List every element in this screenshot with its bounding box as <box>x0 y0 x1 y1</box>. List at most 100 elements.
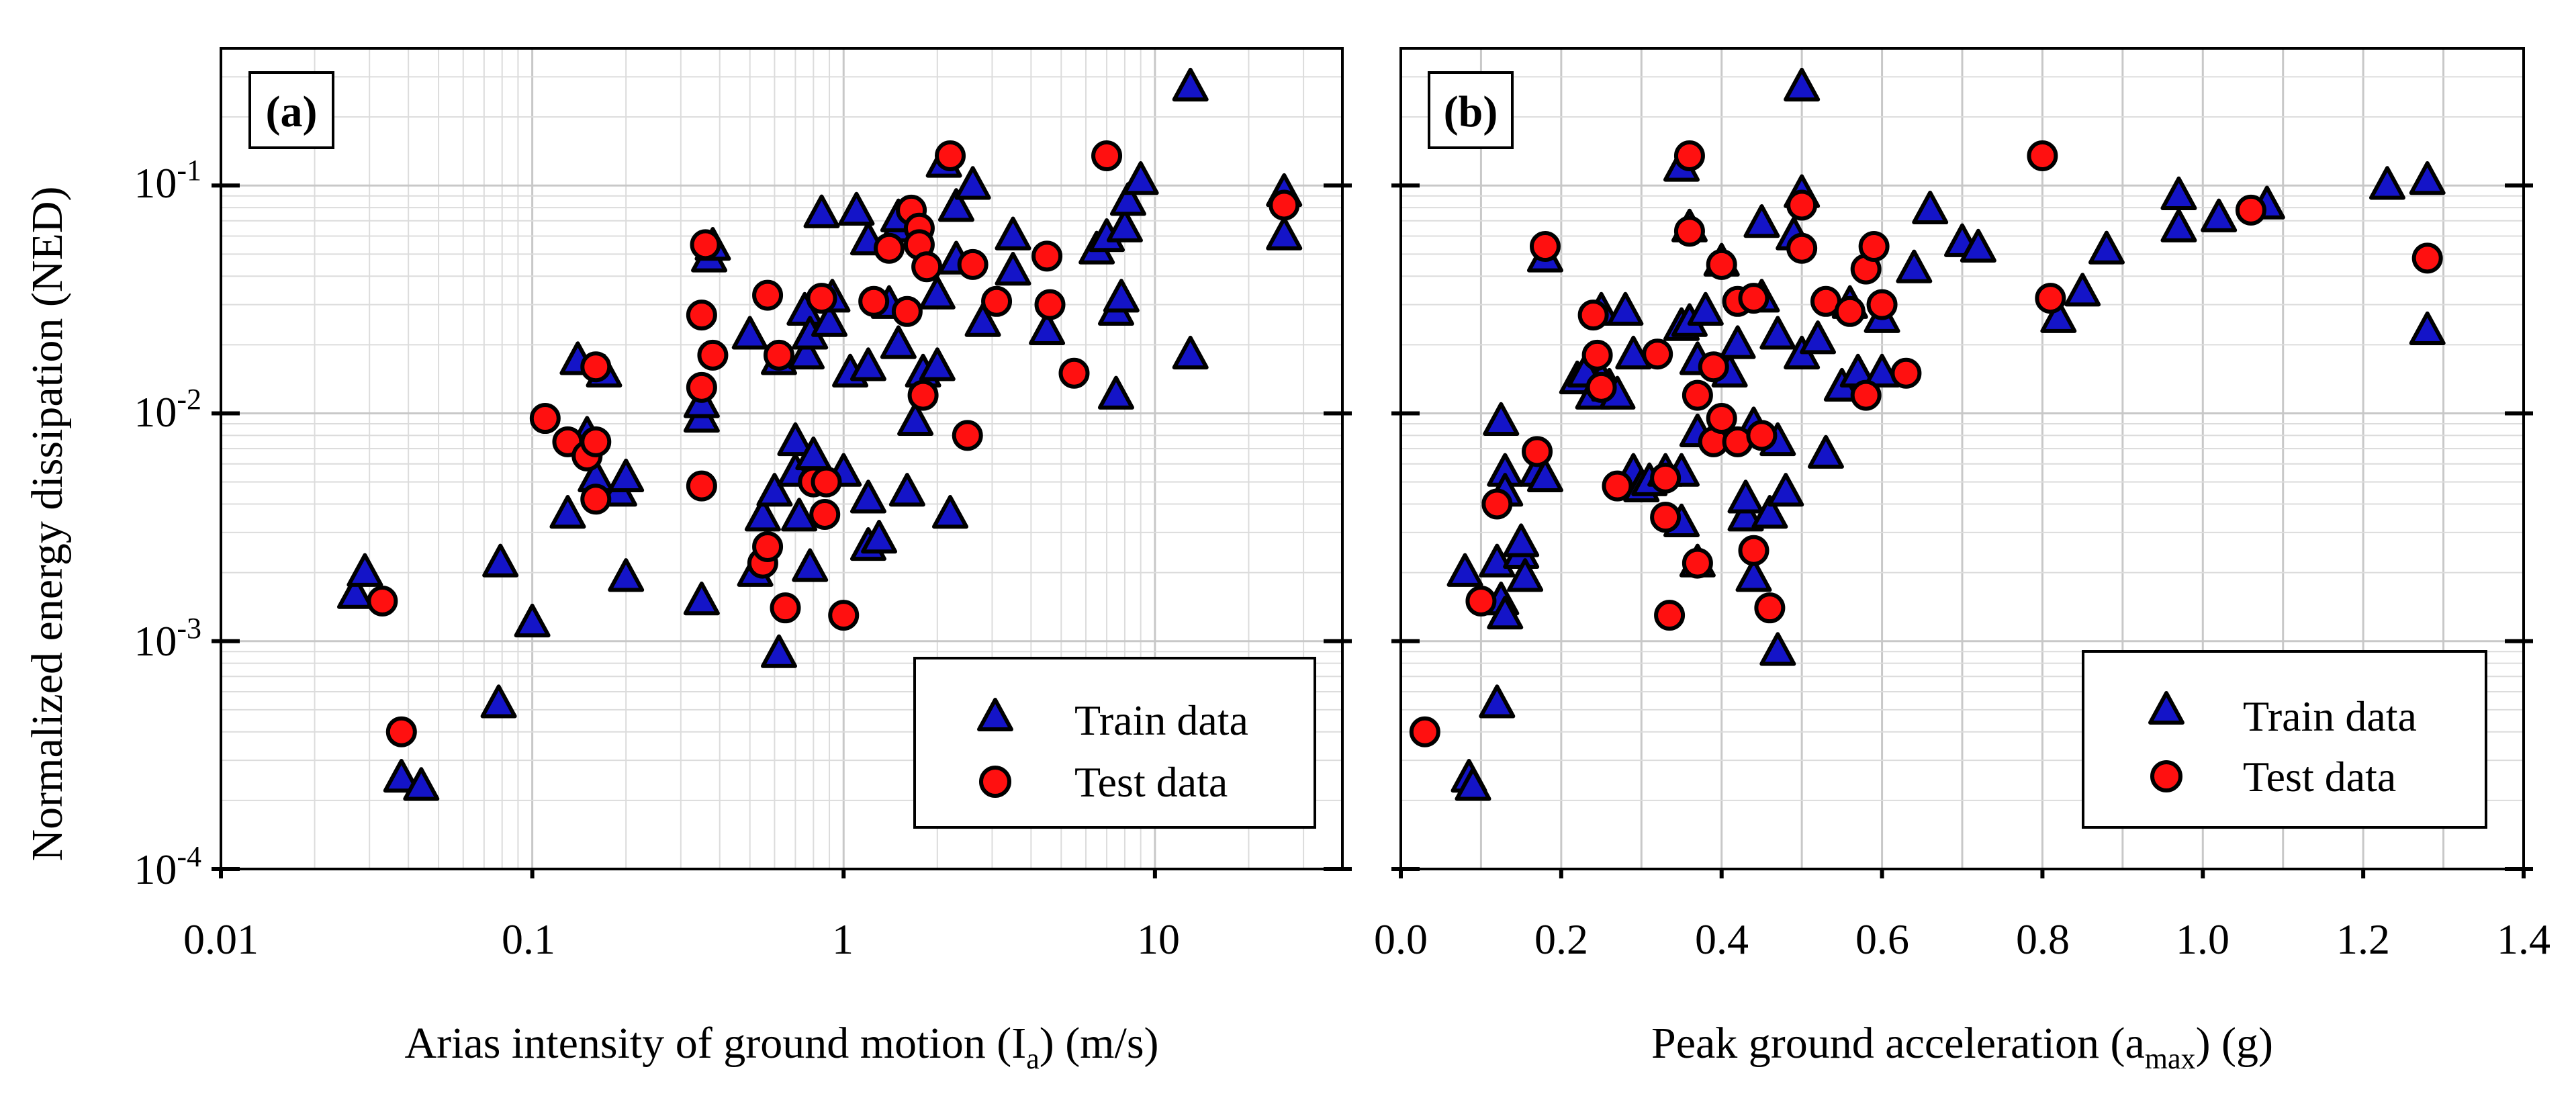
train-point-50 <box>1759 316 1796 350</box>
test-point-26 <box>1754 592 1786 624</box>
test-point-37 <box>2035 283 2066 314</box>
test-point-30 <box>911 251 943 283</box>
ytick-label-1: 10-3 <box>134 612 201 665</box>
test-point-27 <box>1786 189 1818 221</box>
train-point-42 <box>849 479 886 514</box>
test-point-4 <box>1529 231 1561 263</box>
test-point-13 <box>1673 140 1705 172</box>
panel-a-xtick-label-1: 0.1 <box>502 915 555 963</box>
test-point-7 <box>1585 371 1617 403</box>
test-point-7 <box>580 484 612 515</box>
panel-a-xtick-label-2: 1 <box>832 915 854 963</box>
panel-a-label-box <box>248 71 334 149</box>
train-point-2 <box>1446 553 1483 587</box>
test-point-11 <box>690 229 721 261</box>
test-point-34 <box>1866 289 1898 320</box>
panel-b-xtick-label-1: 0.2 <box>1534 915 1588 963</box>
train-point-41 <box>849 347 886 381</box>
panel-a-xtick-label-3: 10 <box>1137 915 1180 963</box>
train-point-52 <box>1759 632 1796 666</box>
train-point-6 <box>1483 402 1520 436</box>
train-point-76 <box>2368 166 2405 200</box>
y-axis-title: Normalized energy dissipation (NED) <box>23 186 72 861</box>
panel-b-xtick-label-2: 0.4 <box>1695 915 1749 963</box>
ytick-label-0: 10-4 <box>134 840 201 893</box>
test-point-39 <box>2411 242 2443 274</box>
test-point-23 <box>1738 283 1769 314</box>
train-point-52 <box>919 347 956 381</box>
train-point-47 <box>1743 204 1780 238</box>
test-point-19 <box>1706 403 1737 435</box>
test-point-32 <box>952 420 983 451</box>
train-point-53 <box>919 275 956 310</box>
train-point-67 <box>1103 279 1140 313</box>
test-point-31 <box>935 140 966 172</box>
test-point-6 <box>580 351 612 383</box>
test-point-0 <box>1409 716 1440 747</box>
train-point-69 <box>1109 182 1146 216</box>
train-point-27 <box>777 422 814 457</box>
panel-b-legend-train-label: Train data <box>2243 692 2417 740</box>
test-point-33 <box>957 248 988 280</box>
test-point-5 <box>580 426 612 457</box>
train-point-68 <box>1106 208 1143 242</box>
test-point-25 <box>891 295 923 327</box>
train-point-53 <box>1767 473 1804 507</box>
test-point-36 <box>2027 140 2058 172</box>
train-point-0 <box>336 575 373 609</box>
train-point-63 <box>1864 353 1900 387</box>
train-point-77 <box>2409 161 2446 195</box>
train-point-49 <box>1751 495 1788 529</box>
train-point-61 <box>995 252 1031 286</box>
train-point-44 <box>861 520 898 554</box>
test-point-12 <box>697 339 729 371</box>
train-point-1 <box>347 553 383 587</box>
train-point-20 <box>731 316 768 350</box>
test-point-11 <box>1650 502 1682 533</box>
train-point-24 <box>1615 335 1652 370</box>
test-point-20 <box>1706 248 1737 280</box>
train-point-71 <box>1172 335 1209 370</box>
train-point-73 <box>1266 216 1303 250</box>
panel-a-frame <box>220 47 1344 870</box>
train-point-43 <box>1727 498 1764 532</box>
train-point-72 <box>1172 67 1209 102</box>
train-point-60 <box>995 216 1031 250</box>
test-point-35 <box>1890 357 1922 389</box>
panel-a: (a) 0.01 0.1 1 10 10-4 10-3 10-2 10-1 Ar… <box>134 47 1352 1075</box>
panel-b-points <box>1409 67 2446 801</box>
train-point-6 <box>514 603 551 638</box>
test-point-28 <box>1786 232 1818 264</box>
test-point-8 <box>1602 470 1633 502</box>
test-point-23 <box>858 285 890 317</box>
ytick-label-3: 10-1 <box>134 154 201 207</box>
train-point-34 <box>803 194 840 228</box>
test-point-38 <box>1091 140 1123 172</box>
train-point-13 <box>608 458 645 493</box>
train-point-49 <box>888 473 925 507</box>
test-point-25 <box>1746 420 1778 451</box>
test-point-15 <box>1682 379 1713 411</box>
train-point-30 <box>788 335 825 370</box>
train-point-58 <box>954 166 991 200</box>
train-point-50 <box>897 402 934 436</box>
test-point-14 <box>1673 216 1705 247</box>
train-point-42 <box>1719 325 1756 359</box>
train-point-46 <box>1735 558 1772 592</box>
train-point-72 <box>2160 208 2197 242</box>
train-point-71 <box>2088 230 2125 265</box>
train-point-70 <box>1122 161 1159 195</box>
test-point-8 <box>686 470 717 502</box>
panel-a-legend: Train data Test data <box>913 657 1316 829</box>
train-point-68 <box>1960 228 1996 263</box>
test-point-24 <box>1738 535 1769 566</box>
panel-a-legend-train-marker <box>977 698 1013 731</box>
train-point-28 <box>781 498 818 532</box>
panel-b-legend-test-marker <box>2150 760 2182 792</box>
test-point-21 <box>811 466 842 498</box>
train-point-15 <box>683 582 720 616</box>
train-point-39 <box>838 191 875 226</box>
train-point-14 <box>1526 458 1563 493</box>
test-point-9 <box>686 371 717 403</box>
